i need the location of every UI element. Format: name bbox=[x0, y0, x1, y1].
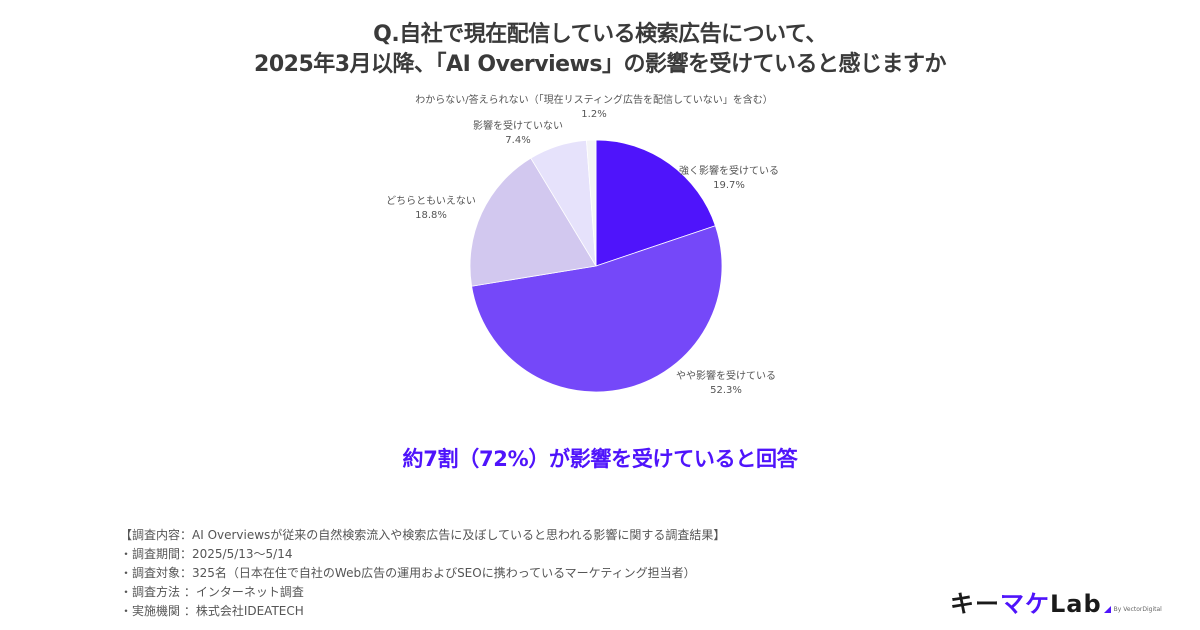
logo-byline: By VectorDigital bbox=[1113, 606, 1162, 613]
title-line-1: Q.自社で現在配信している検索広告について、 bbox=[373, 22, 827, 47]
label-not-affected: 影響を受けていない 7.4% bbox=[473, 120, 563, 148]
pie-slices bbox=[469, 139, 723, 393]
label-text: わからない/答えられない（「現在リスティング広告を配信していない」を含む） bbox=[415, 95, 773, 106]
slice-strongly-affected bbox=[595, 139, 716, 267]
label-value: 19.7% bbox=[713, 180, 745, 191]
chart-title: Q.自社で現在配信している検索広告について、 2025年3月以降、「AI Ove… bbox=[0, 20, 1200, 80]
note-period: ・調査期間：2025/5/13〜5/14 bbox=[120, 547, 293, 561]
label-value: 18.8% bbox=[415, 210, 447, 221]
label-strongly-affected: 強く影響を受けている 19.7% bbox=[679, 165, 779, 193]
note-organization: ・実施機関 ：株式会社IDEATECH bbox=[120, 604, 304, 618]
note-method: ・調査方法 ：インターネット調査 bbox=[120, 585, 304, 599]
note-content: 【調査内容：AI Overviewsが従来の自然検索流入や検索広告に及ぼしている… bbox=[120, 528, 726, 542]
brand-logo: キーマケLab By VectorDigital bbox=[950, 588, 1162, 618]
slice-unknown bbox=[586, 139, 597, 267]
logo-part-2: マケ bbox=[1000, 590, 1050, 618]
label-text: どちらともいえない bbox=[386, 196, 476, 207]
note-target: ・調査対象：325名（日本在住で自社のWeb広告の運用およびSEOに携わっている… bbox=[120, 566, 696, 580]
label-text: 強く影響を受けている bbox=[679, 166, 779, 177]
label-somewhat-affected: やや影響を受けている 52.3% bbox=[676, 370, 776, 398]
logo-triangle-icon bbox=[1103, 606, 1111, 613]
slice-somewhat-affected bbox=[471, 225, 723, 393]
logo-part-1: キー bbox=[950, 590, 1000, 618]
label-text: 影響を受けていない bbox=[473, 121, 563, 132]
label-value: 7.4% bbox=[505, 135, 531, 146]
slice-neutral bbox=[469, 157, 597, 287]
logo-wordmark: キーマケLab bbox=[950, 590, 1102, 618]
logo-part-3: Lab bbox=[1050, 590, 1102, 618]
label-neutral: どちらともいえない 18.8% bbox=[386, 195, 476, 223]
title-line-2: 2025年3月以降、「AI Overviews」の影響を受けていると感じますか bbox=[254, 52, 946, 77]
label-unknown: わからない/答えられない（「現在リスティング広告を配信していない」を含む） 1.… bbox=[415, 94, 772, 122]
survey-notes: 【調査内容：AI Overviewsが従来の自然検索流入や検索広告に及ぼしている… bbox=[120, 526, 725, 621]
key-finding: 約7割（72%）が影響を受けていると回答 bbox=[402, 447, 798, 471]
label-text: やや影響を受けている bbox=[676, 371, 776, 382]
label-value: 1.2% bbox=[581, 109, 607, 120]
label-value: 52.3% bbox=[710, 385, 742, 396]
